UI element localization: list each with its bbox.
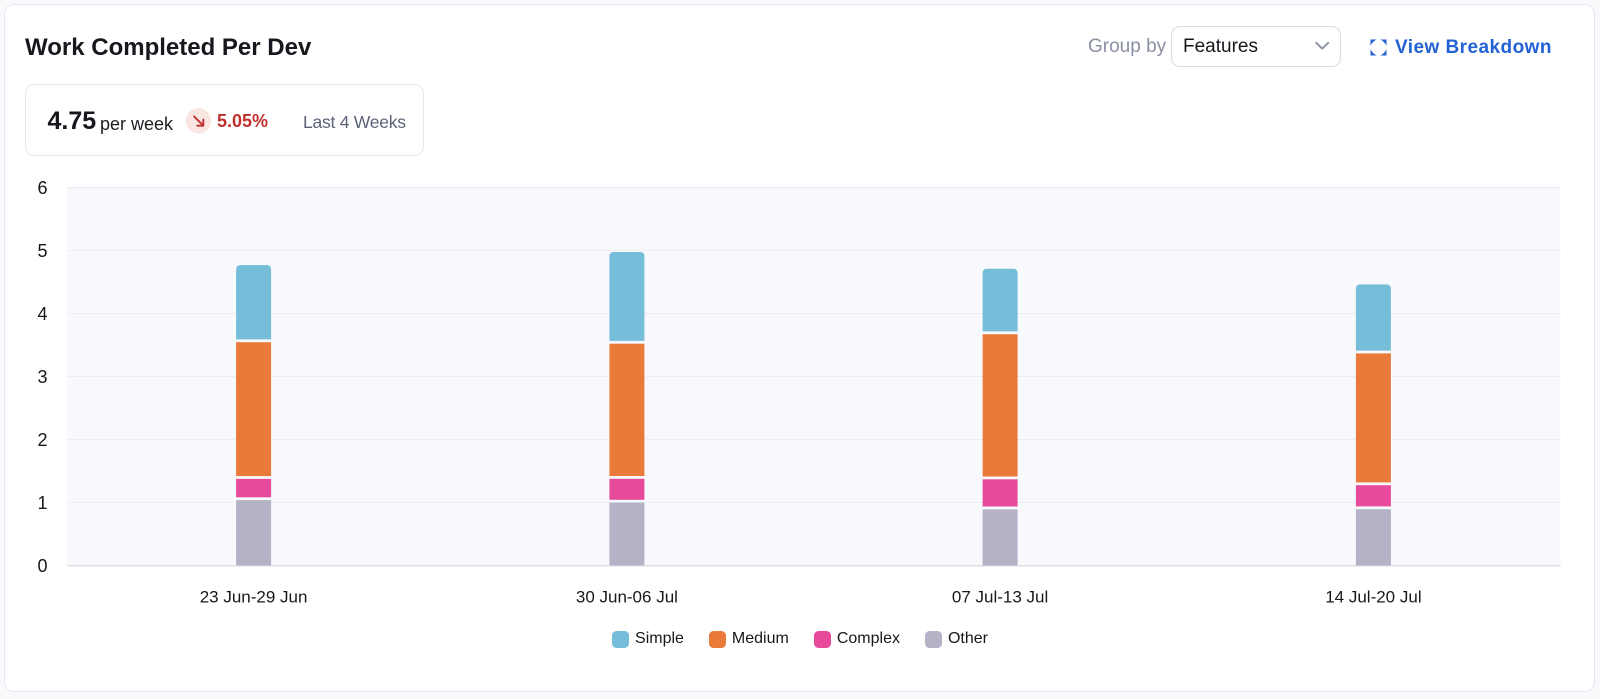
svg-text:30 Jun-06 Jul: 30 Jun-06 Jul — [576, 587, 678, 606]
svg-text:2: 2 — [37, 430, 47, 450]
svg-text:07 Jul-13 Jul: 07 Jul-13 Jul — [952, 587, 1048, 606]
svg-text:5: 5 — [37, 241, 47, 261]
svg-text:23 Jun-29 Jun: 23 Jun-29 Jun — [200, 587, 308, 606]
svg-text:1: 1 — [37, 493, 47, 513]
svg-text:3: 3 — [37, 367, 47, 387]
svg-text:4: 4 — [37, 304, 47, 324]
svg-text:0: 0 — [37, 556, 47, 576]
svg-text:6: 6 — [37, 178, 47, 198]
svg-text:14 Jul-20 Jul: 14 Jul-20 Jul — [1325, 587, 1421, 606]
